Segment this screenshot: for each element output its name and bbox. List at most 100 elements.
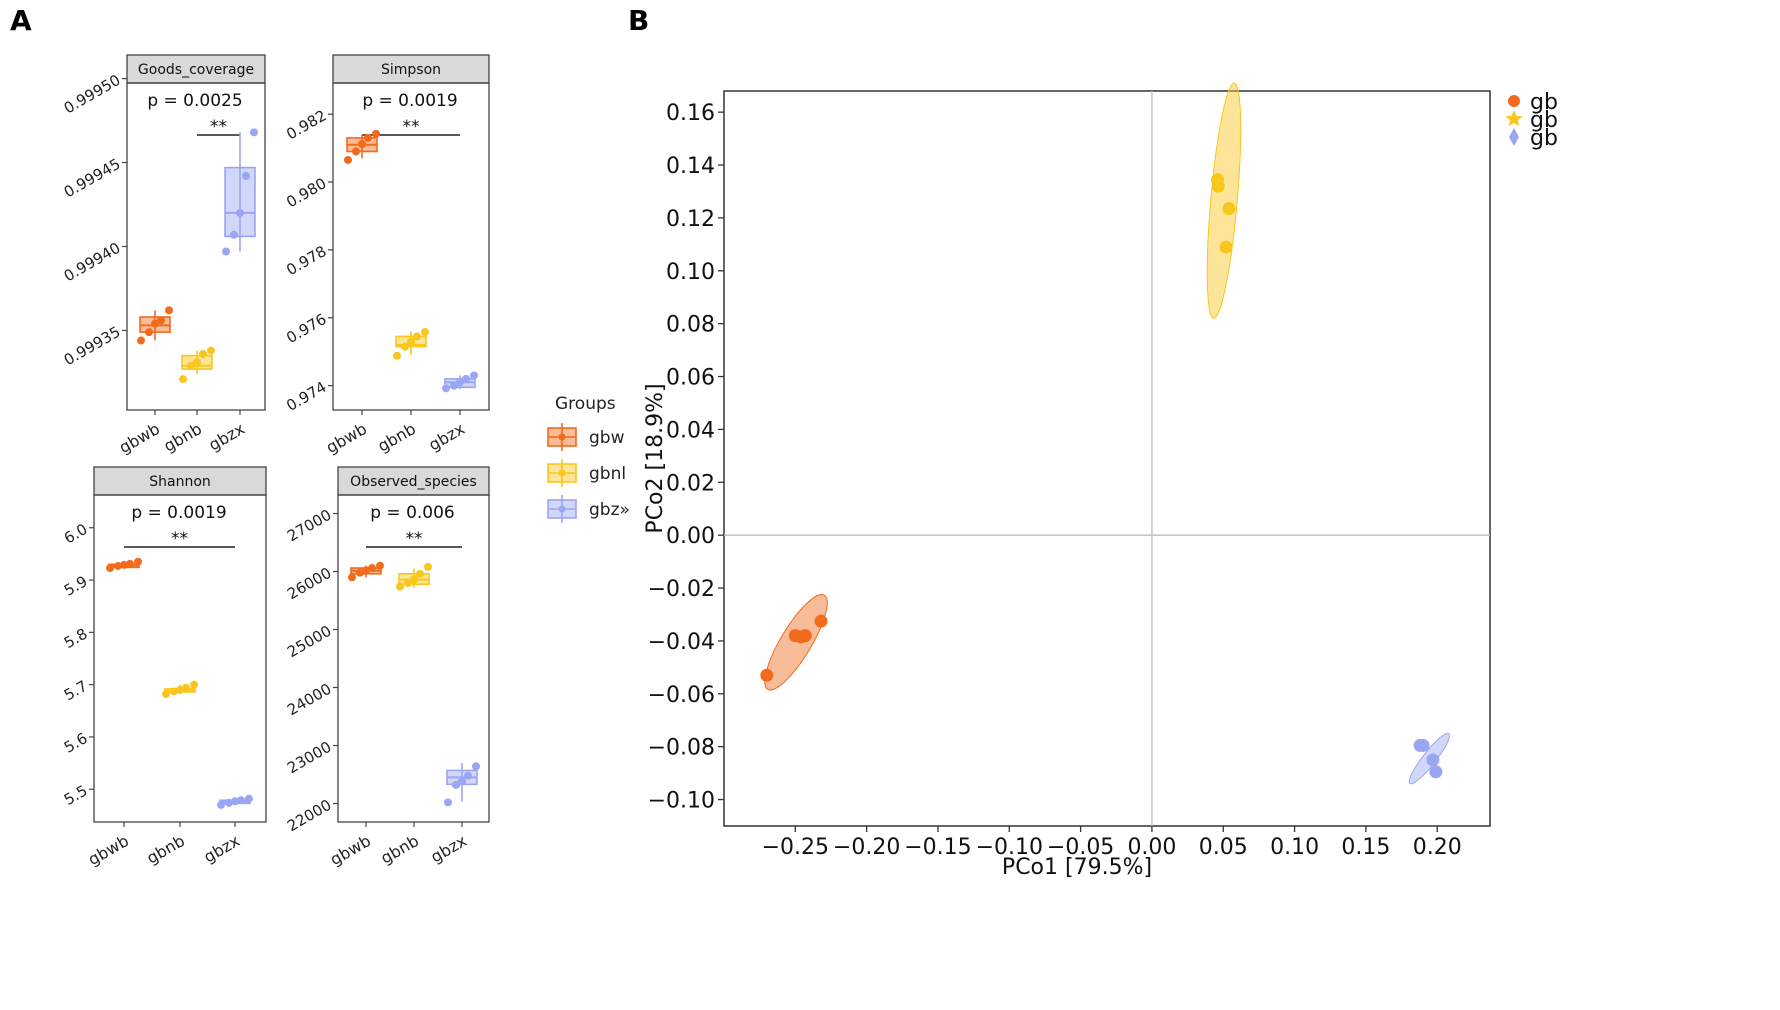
data-point [182,683,190,692]
data-point [137,336,145,345]
facet-strip [337,466,490,496]
y-tick-label: −0.02 [648,577,715,602]
series-gbzx [1408,732,1450,785]
plot-frame [723,90,1491,827]
x-tick-label: gbwb [323,419,370,457]
data-point [348,573,356,582]
data-point [760,668,774,682]
box-gbzx [222,128,258,256]
y-tick-label: 0.99950 [61,71,124,118]
data-point [237,796,245,805]
x-tick-label: −0.20 [833,835,900,860]
x-tick-label: gbzx [427,831,470,867]
x-axis-label: PCo1 [79.5%] [1002,855,1152,880]
facet-title: Simpson [381,62,441,78]
data-point [462,374,470,383]
series-gbwb [760,593,828,691]
legend-point [558,505,566,513]
legend-point [558,433,566,441]
confidence-ellipse [764,593,828,691]
significance-stars: ** [171,529,188,549]
data-point [199,349,207,358]
data-point [356,568,364,577]
data-point [413,332,421,341]
data-point [145,328,153,337]
data-point [364,133,372,142]
y-tick-label: 0.02 [666,471,715,496]
data-point [404,579,412,588]
y-tick-label: 0.08 [666,313,715,338]
y-tick-label: 25000 [284,622,334,661]
data-point [126,559,134,568]
data-point [424,562,432,571]
data-point [814,614,828,628]
y-axis-label: PCo2 [18.9%] [643,383,668,533]
legend-label: gb [1530,90,1558,115]
y-tick-label: 0.976 [283,310,329,347]
data-point [456,378,464,387]
data-point [798,629,812,643]
y-tick-label: 27000 [284,506,334,545]
data-point [217,800,225,809]
data-point [358,140,366,149]
data-point [134,557,142,566]
y-tick-label: 24000 [284,680,334,719]
y-tick-label: −0.08 [648,736,715,761]
data-point [187,361,195,370]
data-point [157,316,165,325]
y-tick-label: 0.980 [283,174,329,211]
data-point [376,561,384,570]
y-tick-label: 0.06 [666,366,715,391]
x-tick-label: −0.25 [762,835,829,860]
data-point [162,690,170,699]
facet-title: Observed_species [350,474,477,490]
legend-star-marker [1505,110,1523,127]
p-value-label: p = 0.006 [370,503,455,523]
data-point [179,375,187,384]
data-point [472,762,480,771]
y-tick-label: 0.99935 [61,323,124,370]
legend-label: gbz» [589,500,630,520]
data-point [222,247,230,256]
boxplot-simpson: Simpson p = 0.0019 ** 0.974 0.976 0.978 0.980 0… [283,54,490,457]
data-point [410,575,418,584]
x-tick-label: −0.10 [976,835,1043,860]
data-point [120,560,128,569]
data-point [407,337,415,346]
x-tick-label: gbwb [85,831,132,869]
data-point [1429,765,1443,779]
x-tick-label: gbnb [377,831,422,868]
x-tick-label: 0.15 [1341,835,1390,860]
box-gbwb [348,561,384,582]
boxplot-shannon: Shannon p = 0.0019 ** 5.5 5.6 5.7 5.8 5.9 6.0 gbw… [61,466,267,869]
significance-stars: ** [210,117,227,137]
data-point [470,371,478,380]
x-tick-label: gbnb [374,419,419,456]
x-tick-label: gbzx [205,419,248,455]
series-gbnb [1206,82,1242,319]
y-tick-label: 0.99940 [61,239,124,286]
x-tick-label: gbnb [160,419,205,456]
data-point [170,687,178,696]
data-point [1222,202,1236,216]
y-tick-label: 5.6 [61,729,91,757]
y-tick-label: 6.0 [61,520,91,548]
data-point [114,561,122,570]
legend-title: Groups [555,394,616,414]
data-point [230,230,238,239]
y-tick-label: 0.982 [283,106,329,143]
data-point [450,381,458,390]
data-point [231,797,239,806]
iqr-box [224,166,256,238]
data-point [165,306,173,315]
data-point [442,384,450,393]
y-tick-label: −0.04 [648,630,715,655]
y-tick-label: 5.7 [61,677,91,705]
pcoa-plot: −0.10 −0.08 −0.06 −0.04 −0.02 0.00 0.02 0.04 0.0… [643,82,1558,880]
legend-circle-marker [1508,95,1520,107]
data-point [421,328,429,337]
y-tick-label: 0.16 [666,101,715,126]
y-tick-label: −0.10 [648,789,715,814]
y-tick-label: 0.974 [283,378,329,415]
